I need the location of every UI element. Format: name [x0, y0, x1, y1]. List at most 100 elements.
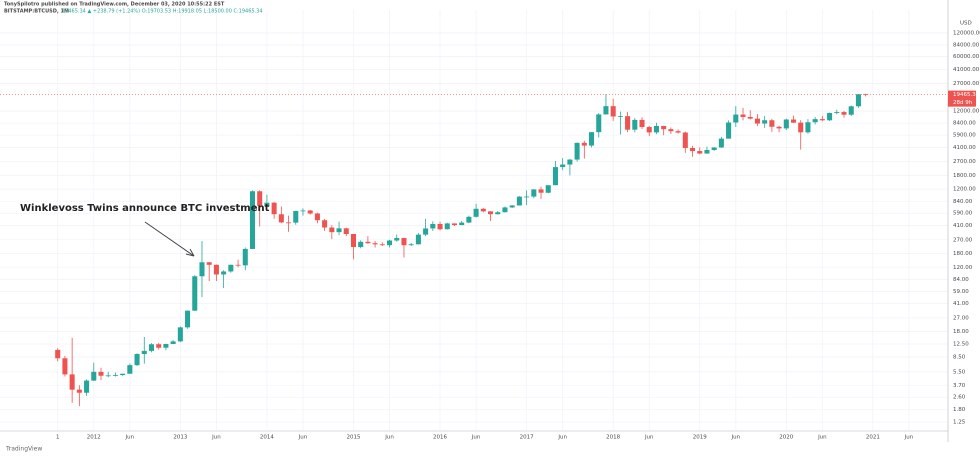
candle-body [718, 138, 724, 148]
candle-body [704, 149, 710, 154]
candle-body [733, 114, 739, 123]
candle-body [286, 222, 292, 224]
x-tick-label: 2017 [520, 435, 534, 441]
candle-body [596, 114, 602, 133]
x-tick-label: Jun [904, 435, 914, 441]
y-tick-label: 84000.00 [953, 43, 980, 49]
x-tick-label: 2016 [433, 435, 447, 441]
candle-body [408, 244, 414, 246]
candle-body [653, 125, 659, 133]
x-tick-label: 2021 [866, 435, 880, 441]
x-tick-label: Jun [731, 435, 741, 441]
y-tick-label: 8.50 [953, 355, 966, 361]
watermark: TradingView [5, 446, 42, 453]
candle-body [437, 223, 443, 230]
candle-body [689, 147, 696, 152]
y-tick-label: 1800.00 [953, 173, 976, 179]
candle-body [451, 223, 457, 226]
candle-body [783, 119, 789, 129]
y-tick-label: 180.00 [953, 251, 973, 257]
candle-body [148, 344, 155, 351]
candle-body [365, 241, 371, 244]
y-tick-label: 4100.00 [953, 145, 976, 151]
x-tick-label: Jun [471, 435, 481, 441]
y-tick-label: 60000.00 [953, 54, 980, 60]
y-tick-label: 12.50 [953, 341, 969, 347]
candle-body [185, 310, 191, 328]
candle-body [415, 234, 421, 245]
y-tick-label: 590.00 [953, 211, 973, 217]
y-tick-label: 5.50 [953, 369, 966, 375]
candle-body [682, 132, 688, 148]
candle-body [459, 222, 465, 226]
y-tick-label: 18.00 [953, 329, 969, 335]
candle-body [314, 213, 320, 221]
y-tick-label: 410.00 [953, 223, 973, 229]
y-tick-label: 12000.00 [953, 109, 980, 115]
candle-body [805, 122, 811, 133]
y-tick-label: 27000.00 [953, 81, 980, 87]
y-tick-label: 840.00 [953, 199, 973, 205]
candle-body [84, 380, 90, 393]
candle-body [524, 196, 530, 198]
candle-body [661, 125, 667, 130]
candle-body [488, 211, 494, 215]
annotation: Winklevoss Twins announce BTC investment [20, 203, 270, 214]
candle-body [91, 371, 97, 381]
candle-body [589, 132, 595, 146]
candle-body [790, 119, 797, 123]
candle-body [394, 238, 400, 241]
candle-body [278, 214, 284, 223]
y-tick-label: 2700.00 [953, 159, 976, 165]
candle-body [350, 233, 356, 248]
y-tick-label: 27.00 [953, 315, 969, 321]
y-tick-label: 1.80 [953, 407, 966, 413]
candle-body [134, 354, 140, 366]
candle-body [379, 244, 385, 246]
candle-body [798, 122, 804, 133]
candle-body [62, 358, 68, 375]
arrow-head [185, 248, 195, 257]
candle-body [199, 262, 205, 277]
y-tick-label: 5900.00 [953, 133, 976, 139]
candle-body [76, 389, 82, 393]
candle-body [401, 238, 407, 246]
candle-body [827, 112, 833, 121]
quote: 19465.34 ▲ +238.79 (+1.24%) O:19703.53 H… [62, 9, 263, 15]
candle-body [625, 116, 631, 130]
candle-body [509, 205, 515, 208]
candle-body [646, 127, 652, 133]
candle-body [747, 116, 753, 119]
x-tick-label: 2020 [779, 435, 793, 441]
candle-body [358, 241, 364, 248]
x-tick-label: Jun [298, 435, 308, 441]
candle-body [819, 119, 825, 121]
candle-body [581, 142, 587, 146]
last-price-label: 19465.34 [953, 92, 980, 98]
y-tick-label: 8400.00 [953, 121, 976, 127]
x-tick-label: Jun [557, 435, 567, 441]
x-tick-label: Jun [125, 435, 135, 441]
candle-body [812, 119, 818, 123]
candle-body [740, 114, 746, 117]
candle-body [156, 344, 162, 348]
candle-body [675, 131, 681, 133]
candle-body [307, 210, 313, 214]
candle-body [329, 227, 335, 233]
candle-body [293, 211, 299, 223]
candle-body [473, 208, 479, 217]
annotation-arrow [144, 221, 195, 257]
candle-body [776, 126, 782, 129]
x-tick-label: 2015 [346, 435, 360, 441]
candle-body [430, 223, 436, 229]
currency-label: USD [960, 21, 972, 27]
candle-body [610, 106, 616, 117]
candle-body [177, 327, 183, 342]
candle-body [141, 350, 147, 355]
candle-body [502, 207, 508, 213]
candle-body [444, 223, 450, 230]
x-tick-label: 1 [56, 435, 60, 441]
candle-body [235, 264, 241, 266]
y-tick-label: 59.00 [953, 289, 969, 295]
